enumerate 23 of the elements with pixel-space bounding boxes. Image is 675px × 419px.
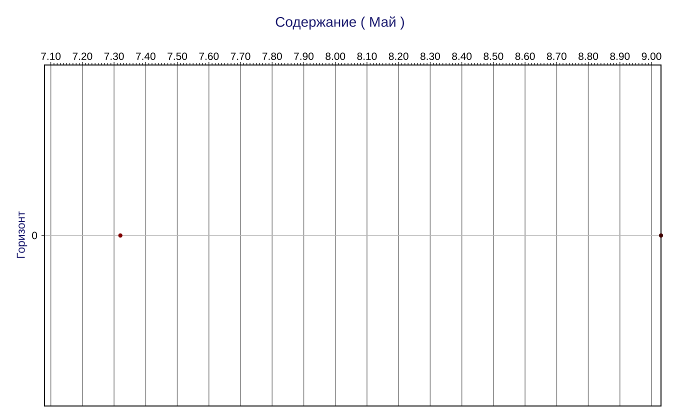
x-tick-label: 7.90	[294, 52, 314, 60]
x-tick-label: 7.60	[199, 52, 219, 60]
x-tick-label: 8.00	[326, 52, 346, 60]
x-tick-label: 8.80	[578, 52, 598, 60]
x-tick-label: 8.40	[452, 52, 472, 60]
x-tick-label: 8.30	[420, 52, 440, 60]
x-tick-label: 7.80	[262, 52, 282, 60]
x-tick-label: 7.10	[41, 52, 61, 60]
x-tick-label: 8.90	[610, 52, 630, 60]
x-tick-label: 7.50	[168, 52, 188, 60]
y-tick-label: 0	[32, 232, 38, 240]
x-tick-label: 8.70	[546, 52, 566, 60]
x-tick-label: 8.60	[515, 52, 535, 60]
x-tick-label: 7.20	[72, 52, 92, 60]
x-tick-label: 7.70	[230, 52, 250, 60]
x-tick-label: 8.50	[484, 52, 504, 60]
x-tick-label: 8.10	[357, 52, 377, 60]
chart-title: Содержание ( Май )	[276, 16, 404, 30]
x-tick-label: 9.00	[642, 52, 662, 60]
x-tick-label: 7.40	[136, 52, 156, 60]
y-axis-title: Горизонт	[16, 211, 28, 258]
x-tick-label: 7.30	[104, 52, 124, 60]
x-tick-label: 8.20	[388, 52, 408, 60]
